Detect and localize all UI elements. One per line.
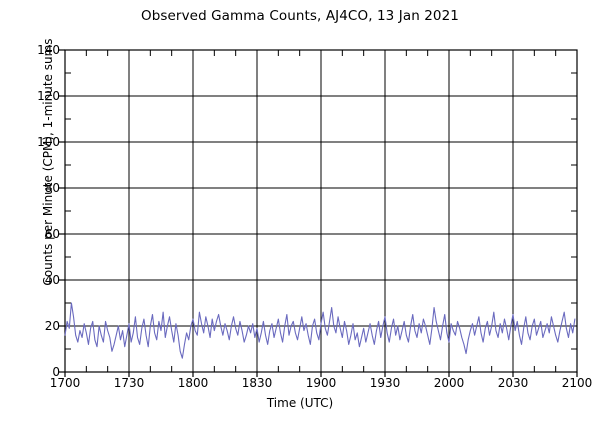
x-tick-label: 1800 (177, 376, 209, 390)
axis-ticks (59, 49, 578, 377)
y-axis-tick-labels: 140 120 100 80 60 40 20 0 (18, 0, 60, 428)
y-tick-label: 140 (37, 43, 60, 57)
x-axis-label: Time (UTC) (266, 396, 334, 410)
y-tick-label: 60 (44, 227, 60, 241)
y-tick-label: 80 (44, 181, 60, 195)
x-tick-label: 2100 (561, 376, 593, 390)
x-axis-tick-labels: 1700 1730 1800 1830 1900 1930 2000 2030 … (0, 376, 600, 396)
y-tick-label: 0 (52, 365, 60, 379)
y-tick-label: 120 (37, 89, 60, 103)
x-tick-label: 1930 (369, 376, 401, 390)
chart-title: Observed Gamma Counts, AJ4CO, 13 Jan 202… (140, 8, 459, 24)
y-tick-label: 100 (37, 135, 60, 149)
x-tick-label: 1900 (305, 376, 337, 390)
y-tick-label: 40 (44, 273, 60, 287)
plot-frame (64, 49, 578, 373)
x-tick-label: 1830 (241, 376, 273, 390)
x-tick-label: 2030 (497, 376, 529, 390)
x-tick-label: 1700 (49, 376, 81, 390)
x-tick-label: 2000 (433, 376, 465, 390)
y-tick-label: 20 (44, 319, 60, 333)
gamma-counts-trace (64, 302, 576, 359)
x-tick-label: 1730 (113, 376, 145, 390)
